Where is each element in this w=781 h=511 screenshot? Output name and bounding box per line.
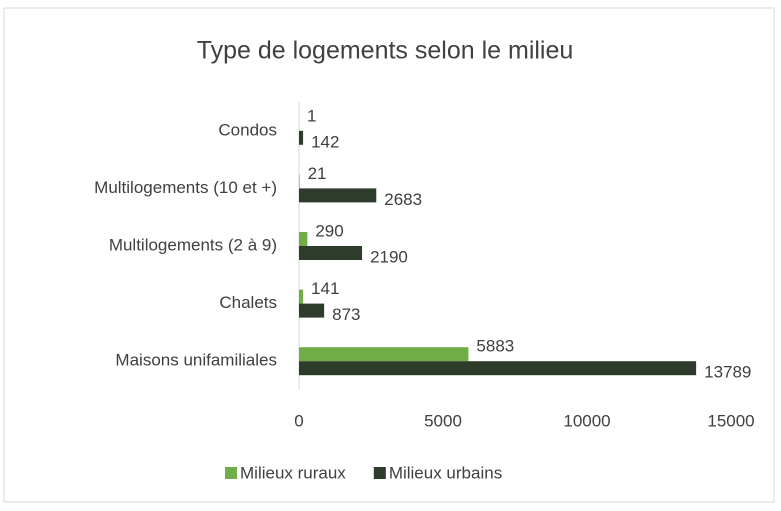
y-tick-label: Multilogements (2 à 9)	[109, 235, 277, 254]
bar	[299, 304, 324, 318]
x-tick-label: 15000	[707, 411, 754, 430]
legend-label: Milieux urbains	[389, 463, 502, 482]
data-label: 141	[311, 279, 339, 298]
x-tick-label: 5000	[424, 411, 462, 430]
data-label: 5883	[476, 337, 514, 356]
bar	[299, 174, 300, 188]
x-tick-label: 0	[294, 411, 303, 430]
data-label: 873	[332, 305, 360, 324]
bar	[299, 347, 468, 361]
data-label: 2683	[384, 190, 422, 209]
bar	[299, 188, 376, 202]
legend-label: Milieux ruraux	[240, 463, 346, 482]
bar	[299, 246, 362, 260]
y-tick-label: Maisons unifamiliales	[115, 351, 277, 370]
data-label: 13789	[704, 363, 751, 382]
bar	[299, 232, 307, 246]
data-label: 21	[308, 164, 327, 183]
chart-title: Type de logements selon le milieu	[197, 37, 574, 65]
data-label: 1	[307, 106, 316, 125]
bar	[299, 290, 303, 304]
bar	[299, 131, 303, 145]
legend-swatch	[374, 467, 386, 479]
bar	[299, 361, 696, 375]
data-label: 290	[315, 221, 343, 240]
y-tick-label: Multilogements (10 et +)	[94, 178, 277, 197]
data-label: 2190	[370, 247, 408, 266]
x-tick-label: 10000	[563, 411, 610, 430]
y-tick-label: Condos	[218, 120, 277, 139]
legend-swatch	[225, 467, 237, 479]
y-tick-label: Chalets	[219, 293, 277, 312]
data-label: 142	[311, 132, 339, 151]
